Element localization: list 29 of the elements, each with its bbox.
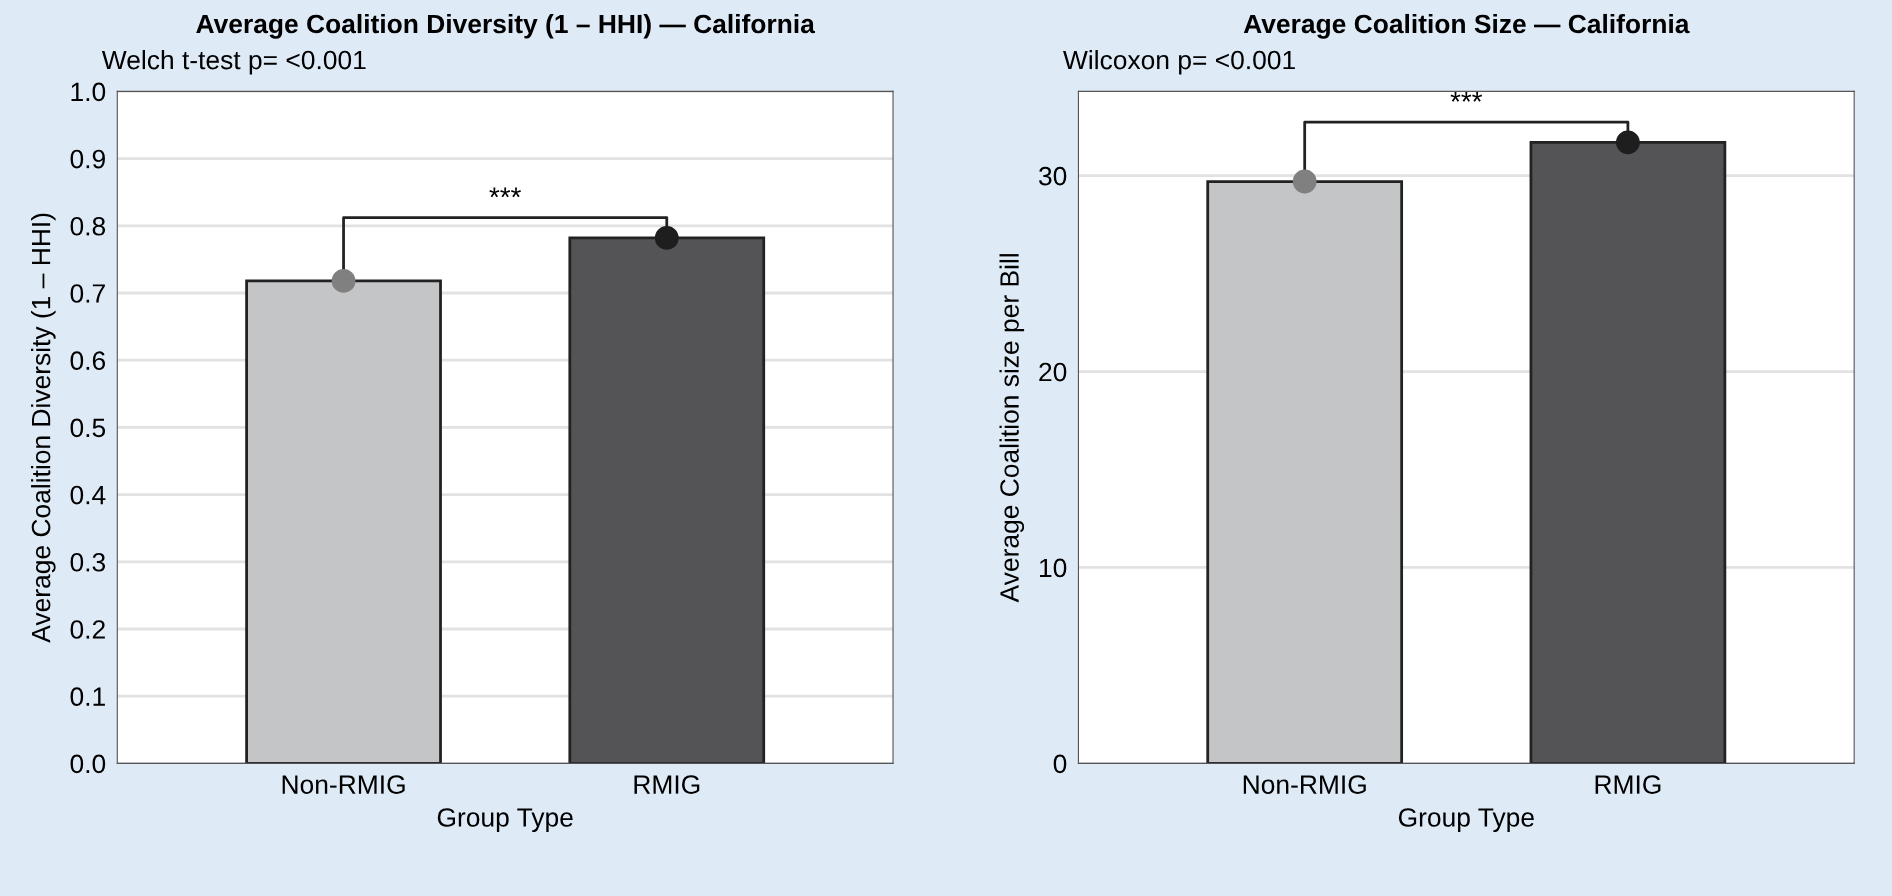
y-tick-label: 0.0 (70, 754, 106, 774)
chart-title: Average Coalition Diversity (1 – HHI) — California (196, 13, 815, 39)
annotation: *** (489, 187, 521, 198)
y-tick-label: 0.4 (70, 485, 106, 505)
chart-title: Average Coalition Size — California (1243, 13, 1690, 39)
y-tick-label: 0 (1053, 754, 1067, 774)
y-axis-title: Average Coalition size per Bill (999, 254, 1025, 603)
y-tick-label: 20 (1039, 362, 1067, 382)
x-tick-label: RMIG (634, 775, 700, 794)
x-axis-title: Group Type (437, 808, 573, 833)
chart-subtitle: Welch t-test p= <0.001 (101, 49, 366, 75)
y-axis-title: Average Coalition Diversity (1 – HHI) (31, 213, 56, 643)
x-tick-label: RMIG (1595, 775, 1661, 794)
y-tick-label: 0.1 (70, 687, 105, 707)
y-tick-label: 0.8 (70, 216, 106, 236)
y-tick-label: 0.2 (70, 620, 105, 639)
y-tick-label: 1.0 (71, 82, 106, 102)
x-axis-title: Group Type (1398, 808, 1534, 833)
x-tick-label: Non-RMIG (282, 775, 405, 794)
y-tick-label: 30 (1038, 166, 1067, 186)
annotation: *** (1450, 91, 1483, 102)
y-tick-label: 0.6 (70, 351, 106, 371)
y-tick-label: 10 (1039, 558, 1067, 578)
chart-subtitle: Wilcoxon p= <0.001 (1063, 49, 1295, 75)
x-tick-label: Non-RMIG (1243, 775, 1366, 794)
y-tick-label: 0.3 (70, 552, 106, 572)
y-tick-label: 0.9 (70, 149, 105, 169)
y-tick-label: 0.7 (70, 284, 105, 303)
y-tick-label: 0.5 (70, 418, 106, 438)
